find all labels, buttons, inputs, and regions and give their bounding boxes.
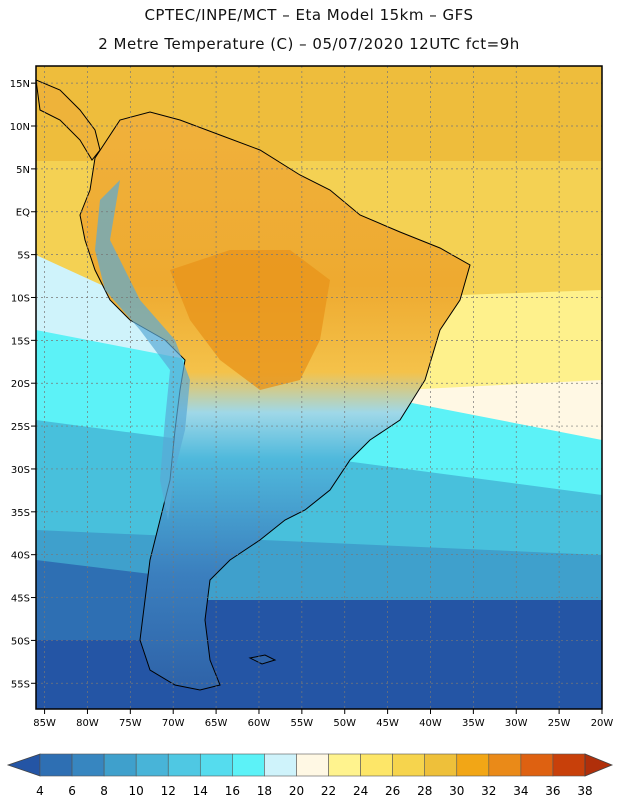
falkland-islands: [248, 654, 277, 665]
lat-label: 45S: [11, 594, 30, 605]
graticule: [36, 66, 602, 709]
lon-label: 55W: [291, 718, 314, 729]
colorbar-tick-label: 6: [68, 784, 76, 798]
colorbar-tick-label: 10: [129, 784, 144, 798]
colorbar-tick-label: 4: [36, 784, 44, 798]
lon-label: 80W: [76, 718, 99, 729]
colorbar-high-arrow: [584, 753, 614, 777]
map-title: CPTEC/INPE/MCT – Eta Model 15km – GFS: [144, 6, 474, 24]
lon-label: 35W: [462, 718, 485, 729]
lon-label: 60W: [248, 718, 271, 729]
lon-label: 50W: [333, 718, 356, 729]
colorbar-swatch: [456, 753, 490, 777]
lon-label: 25W: [548, 718, 571, 729]
colorbar-swatch: [296, 753, 329, 777]
longitude-labels: 85W 80W 75W 70W 65W 60W 55W 50W 45W 40W 35W 30W 25W 2…: [33, 709, 613, 729]
lon-label: 75W: [119, 718, 142, 729]
central-america: [36, 79, 101, 161]
lat-label: 10S: [11, 293, 30, 304]
colorbar-swatch: [71, 753, 105, 777]
colorbar-tick-label: 14: [193, 784, 208, 798]
colorbar-tick-label: 20: [289, 784, 304, 798]
colorbar-swatch: [328, 753, 361, 777]
colorbar-swatch: [232, 753, 265, 777]
lat-label: 30S: [11, 465, 30, 476]
lon-label: 70W: [162, 718, 185, 729]
lon-label: 40W: [419, 718, 442, 729]
colorbar-swatch: [520, 753, 554, 777]
colorbar-tick-label: 12: [161, 784, 176, 798]
colorbar-tick-label: 30: [449, 784, 464, 798]
colorbar-swatch: [392, 753, 426, 777]
map-subtitle: 2 Metre Temperature (C) – 05/07/2020 12U…: [98, 35, 520, 53]
colorbar-swatch: [424, 753, 458, 777]
colorbar: 4 6 8 10 12 14 16 18 20 22 24 26 28 30 32 34 36 38: [6, 753, 614, 798]
lat-label: 35S: [11, 508, 30, 519]
colorbar-tick-label: 22: [321, 784, 336, 798]
map-frame: [35, 65, 603, 710]
lon-label: 45W: [376, 718, 399, 729]
lat-label: 55S: [11, 679, 30, 690]
andes-cold-strip: [95, 180, 190, 520]
colorbar-tick-label: 28: [417, 784, 432, 798]
colorbar-swatch: [39, 753, 73, 777]
colorbar-swatch: [552, 753, 586, 777]
lon-label: 85W: [33, 718, 56, 729]
colorbar-tick-label: 36: [545, 784, 560, 798]
latitude-labels: 15N 10N 5N EQ 5S 10S 15S 20S 25S 30S 35S 40S 45S 50S 5…: [10, 79, 36, 690]
lat-label: 15N: [10, 79, 30, 90]
colorbar-swatch: [488, 753, 522, 777]
lat-label: 10N: [10, 122, 30, 133]
lon-label: 20W: [591, 718, 614, 729]
colorbar-tick-label: 18: [257, 784, 272, 798]
colorbar-low-arrow: [6, 753, 41, 777]
lat-label: 20S: [11, 379, 30, 390]
colorbar-tick-label: 16: [225, 784, 240, 798]
colorbar-swatch: [103, 753, 137, 777]
amazon-hot-region: [170, 250, 330, 390]
colorbar-swatch: [135, 753, 169, 777]
colorbar-tick-label: 38: [577, 784, 592, 798]
colorbar-swatch: [264, 753, 297, 777]
colorbar-tick-label: 26: [385, 784, 400, 798]
lon-label: 65W: [205, 718, 228, 729]
lat-label: 25S: [11, 422, 30, 433]
lon-label: 30W: [505, 718, 528, 729]
colorbar-tick-label: 24: [353, 784, 368, 798]
lat-label: EQ: [16, 208, 30, 219]
lat-label: 5S: [17, 251, 30, 262]
lat-label: 5N: [16, 165, 30, 176]
colorbar-swatch: [167, 753, 201, 777]
colorbar-swatch: [199, 753, 233, 777]
colorbar-tick-label: 8: [100, 784, 108, 798]
lat-label: 40S: [11, 551, 30, 562]
colorbar-tick-label: 32: [481, 784, 496, 798]
colorbar-tick-label: 34: [513, 784, 528, 798]
lat-label: 50S: [11, 636, 30, 647]
colorbar-swatch: [360, 753, 393, 777]
lat-label: 15S: [11, 336, 30, 347]
